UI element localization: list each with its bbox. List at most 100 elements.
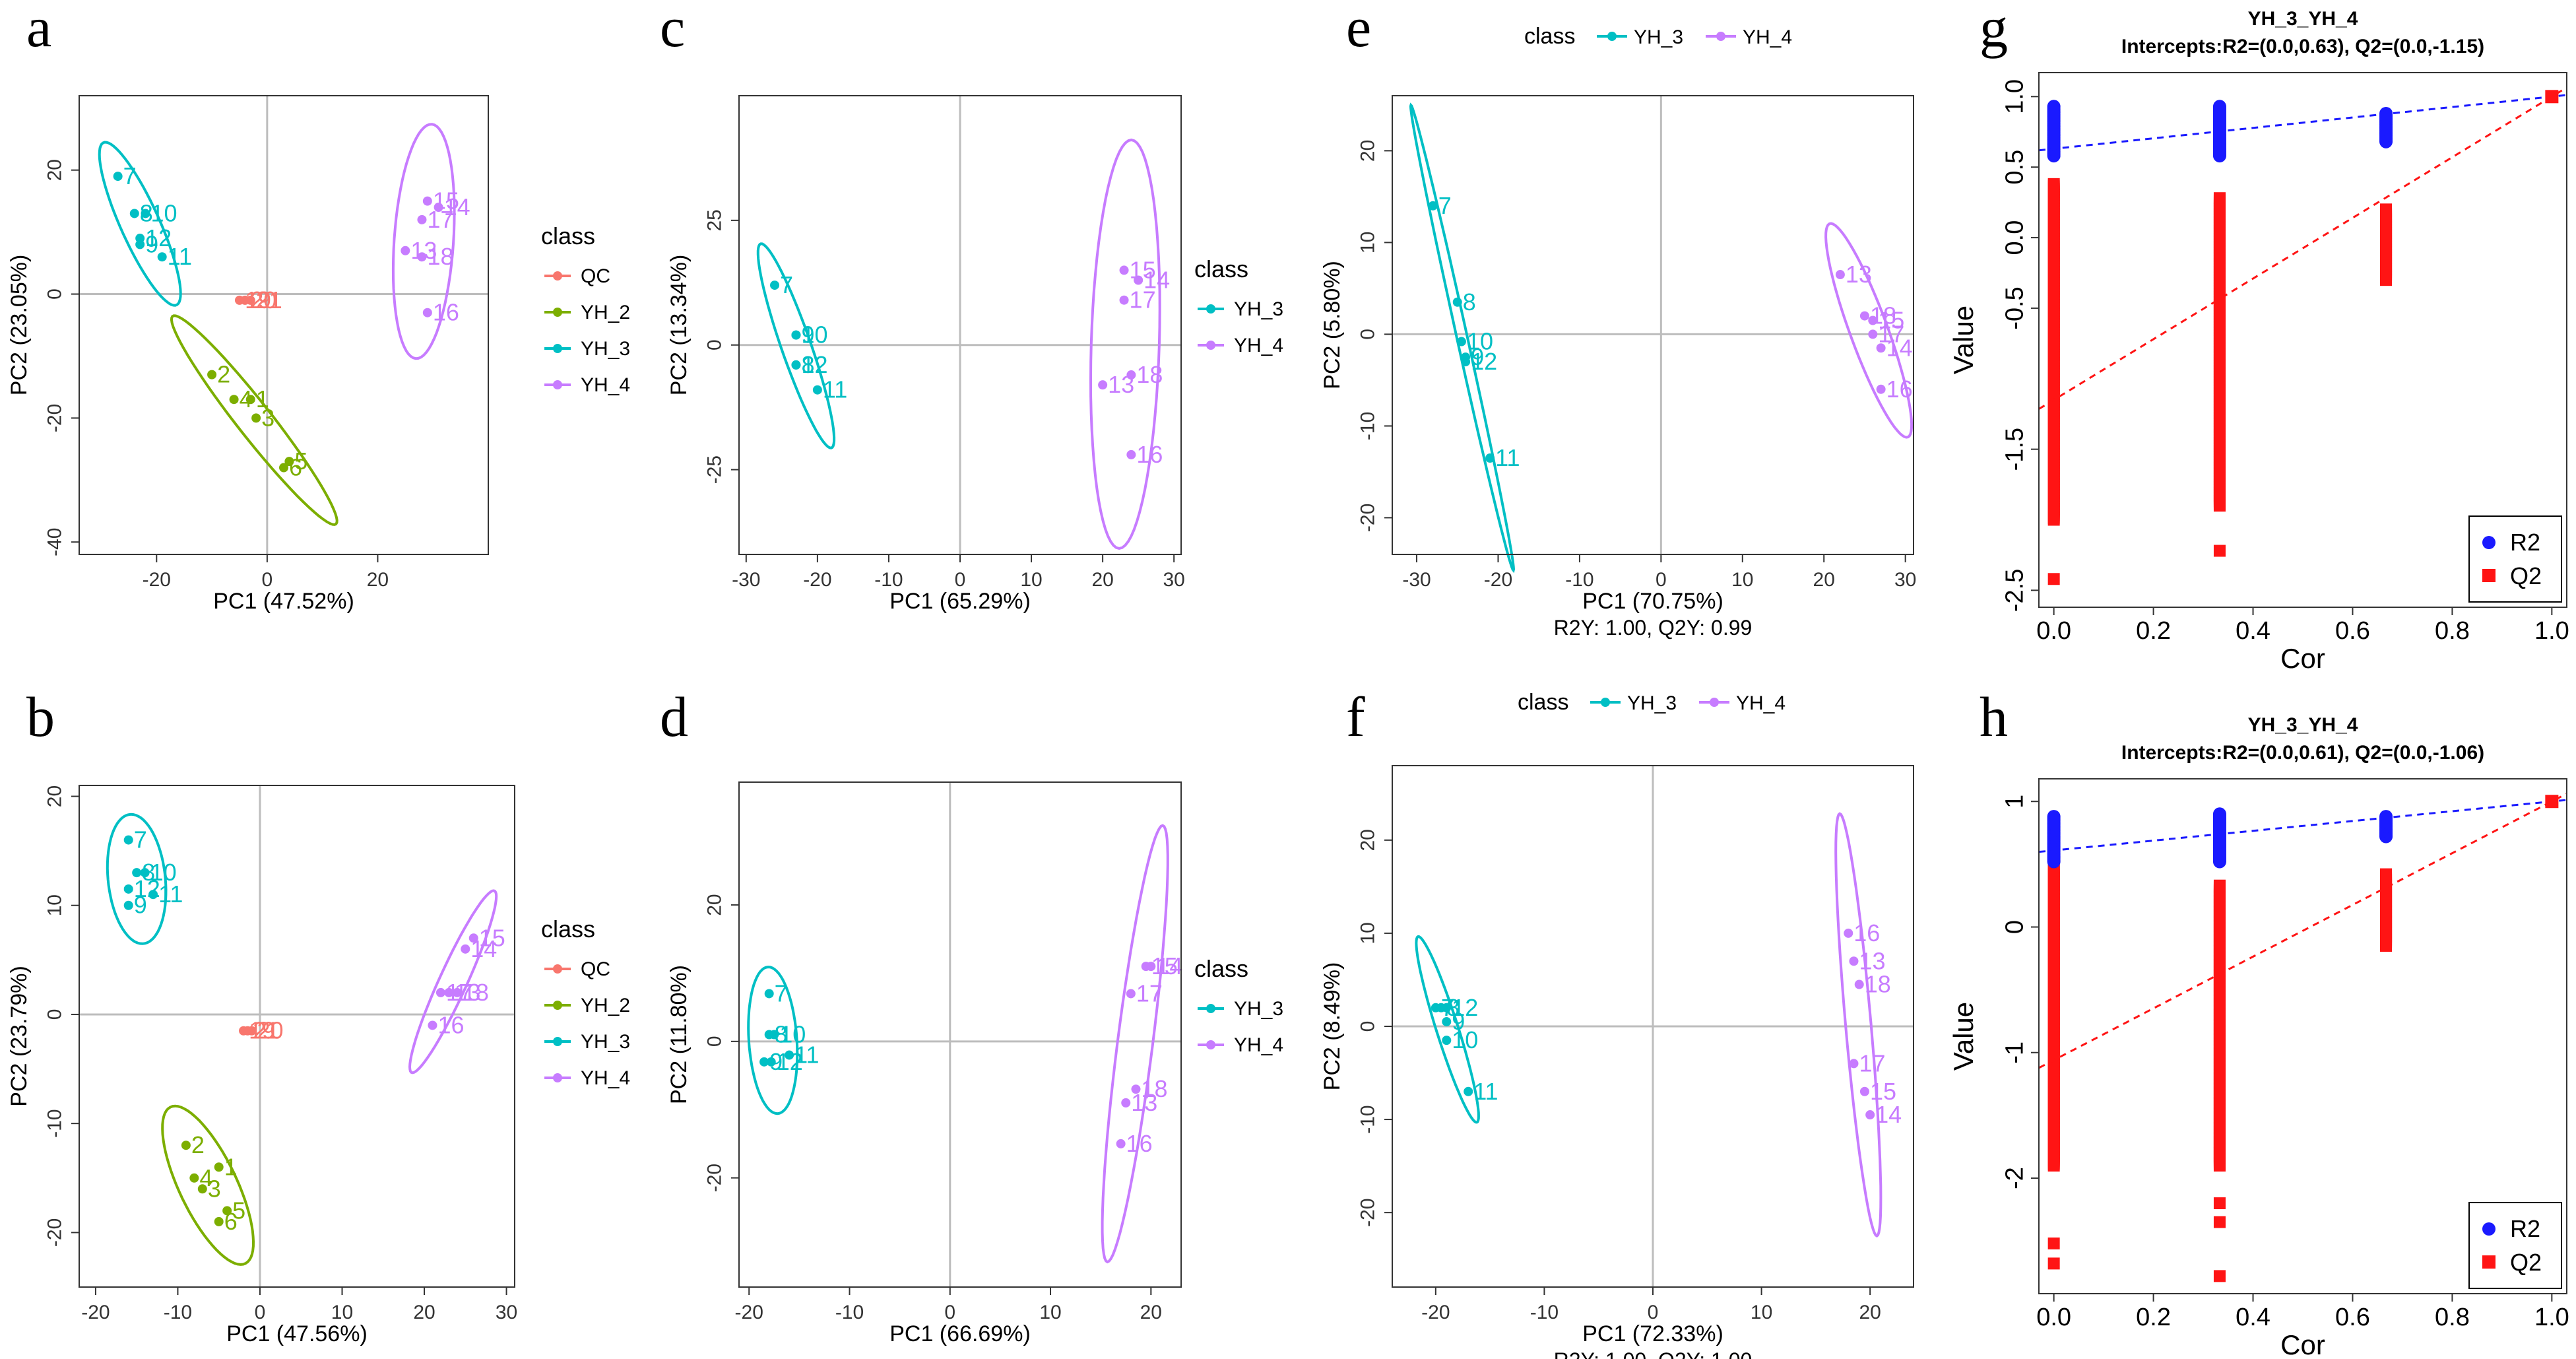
data-point — [1461, 357, 1471, 367]
data-point — [123, 900, 133, 910]
ellipse-YH_3 — [98, 141, 182, 307]
legend-key-r2 — [2482, 536, 2496, 549]
y-tick-label: 0 — [44, 288, 66, 300]
y-tick-label: 20 — [1357, 140, 1379, 162]
point-label: 12 — [801, 351, 827, 378]
data-point — [422, 308, 432, 317]
data-point — [1844, 928, 1853, 938]
x-tick-label: 30 — [1894, 569, 1916, 591]
legend-entry: YH_3 — [1627, 692, 1677, 714]
y-tick-label: 10 — [1357, 232, 1379, 253]
data-point — [1442, 1036, 1452, 1045]
x-tick-label: -20 — [143, 569, 171, 591]
data-point — [148, 890, 158, 900]
plot-frame — [1392, 95, 1914, 555]
data-point — [435, 987, 445, 997]
x-tick-label: -20 — [1421, 1302, 1450, 1323]
data-point — [1854, 979, 1864, 989]
x-tick-label: 0 — [944, 1302, 955, 1323]
panel-a: 192021123456789101112131415161718-20020-… — [7, 0, 630, 614]
x-tick-label: -20 — [803, 569, 831, 591]
data-point — [1131, 1084, 1141, 1094]
data-point — [422, 196, 432, 206]
legend-title: class — [541, 222, 595, 249]
x-tick-label: 10 — [1751, 1302, 1772, 1323]
x-tick-label: 10 — [1731, 569, 1753, 591]
q2-point — [2213, 879, 2226, 892]
ellipse-YH_4 — [1824, 222, 1914, 439]
legend-title: class — [541, 915, 595, 943]
x-tick-label: 1.0 — [2534, 1304, 2569, 1331]
point-label: 20 — [257, 1017, 284, 1044]
data-point — [123, 835, 133, 845]
y-tick-label: 20 — [1357, 829, 1379, 851]
y-tick-label: 10 — [44, 894, 66, 916]
point-label: 1 — [256, 385, 269, 413]
q2-point — [2380, 203, 2393, 216]
r2-regression-line — [2038, 799, 2567, 853]
data-point — [791, 360, 801, 370]
point-label: 17 — [1130, 286, 1156, 314]
data-point — [135, 234, 145, 244]
x-axis-label: PC1 (72.33%) — [1582, 1321, 1723, 1346]
point-label: 17 — [427, 206, 453, 233]
q2-point — [2545, 795, 2559, 809]
point-label: 14 — [1143, 267, 1170, 294]
data-point — [189, 1173, 199, 1183]
legend-box — [2468, 515, 2562, 603]
y-axis-label: PC2 (5.80%) — [1320, 261, 1345, 389]
data-point — [1428, 201, 1438, 211]
panel-letter: f — [1346, 685, 1365, 748]
point-label: 15 — [1878, 307, 1904, 334]
point-label: 16 — [1886, 376, 1913, 403]
data-point — [468, 933, 478, 943]
point-label: 3 — [208, 1175, 221, 1202]
y-axis-label: PC2 (11.80%) — [666, 965, 692, 1104]
data-point — [417, 215, 427, 224]
y-tick-label: 10 — [1357, 922, 1379, 944]
legend-entry: YH_4 — [1736, 692, 1786, 714]
point-label: 6 — [224, 1208, 238, 1235]
q2-point — [2047, 178, 2060, 190]
y-tick-label: 25 — [704, 209, 726, 231]
data-point — [197, 1184, 207, 1194]
point-label: 17 — [1136, 979, 1163, 1007]
point-label: 14 — [1156, 952, 1182, 979]
point-label: 17 — [1878, 320, 1904, 347]
data-point — [417, 252, 427, 262]
legend-key-dot — [1206, 304, 1215, 314]
legend-entry: YH_4 — [1743, 26, 1792, 48]
x-tick-label: 20 — [1859, 1302, 1881, 1323]
point-label: 11 — [1473, 1078, 1498, 1105]
y-tick-label: -25 — [704, 455, 726, 484]
x-tick-label: -10 — [164, 1302, 192, 1323]
point-label: 18 — [1865, 971, 1891, 998]
x-tick-label: 0 — [262, 569, 273, 591]
ellipse-YH_3 — [1415, 935, 1480, 1124]
legend-entry: YH_3 — [581, 338, 630, 360]
point-label: 11 — [1495, 444, 1520, 471]
point-label: 16 — [1136, 441, 1163, 468]
y-tick-label: 0.5 — [2001, 150, 2028, 185]
point-label: 4 — [199, 1164, 212, 1191]
data-point — [1119, 295, 1129, 305]
data-point — [132, 868, 142, 878]
x-axis-label: PC1 (70.75%) — [1582, 589, 1723, 614]
x-axis-label: PC1 (47.52%) — [213, 589, 354, 614]
point-label: 12 — [145, 224, 172, 251]
legend-key-dot — [1206, 1004, 1215, 1013]
x-tick-label: 30 — [496, 1302, 517, 1323]
x-tick-label: 0.2 — [2136, 617, 2171, 645]
data-point — [1859, 311, 1869, 321]
point-label: 10 — [1452, 1026, 1478, 1053]
legend-entry: YH_2 — [581, 302, 630, 323]
data-point — [769, 1030, 779, 1040]
q2-point — [2213, 1216, 2226, 1228]
x-tick-label: 0.0 — [2036, 1304, 2071, 1331]
point-label: 11 — [168, 243, 192, 270]
ellipse-YH_4 — [1101, 824, 1169, 1264]
y-tick-label: -0.5 — [2001, 286, 2028, 329]
